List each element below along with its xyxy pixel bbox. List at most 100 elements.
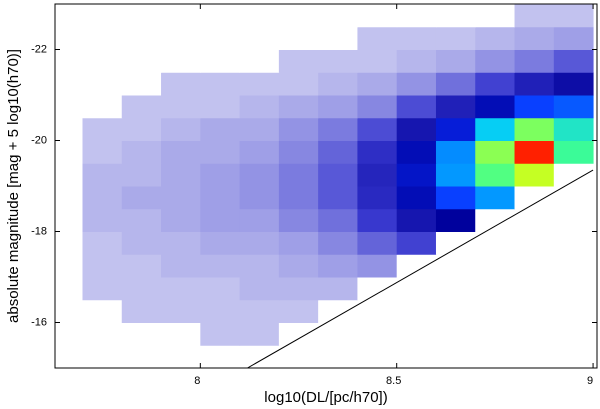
heat-cell [357,140,398,164]
heat-cell [82,72,123,96]
heat-cell [239,277,280,301]
heat-cell [200,140,241,164]
heat-cell [239,299,280,323]
heat-cell [318,322,358,346]
heat-cell [435,95,476,119]
heat-cell [239,49,280,73]
heat-cell [161,254,201,278]
heat-cell [475,254,516,278]
heat-cell [82,140,123,164]
heat-cell [514,49,555,73]
heat-cell [396,322,437,346]
heat-cell [318,254,358,278]
heat-cell [121,254,162,278]
heat-cell [318,140,358,164]
heat-cell [200,254,241,278]
heat-cell [239,4,280,28]
heat-cell [239,254,280,278]
heat-cell [553,186,594,210]
heat-cell [357,277,398,301]
heat-cell [435,140,476,164]
heat-cell [514,117,555,141]
heat-cell [121,277,162,301]
heat-cell [121,4,162,28]
heat-cell [121,163,162,187]
heat-cell [82,186,123,210]
heat-cell [396,4,437,28]
heat-cell [200,49,241,73]
heat-cell [161,72,201,96]
heat-cell [514,299,555,323]
heat-cell [200,208,241,232]
heat-cell [161,345,201,369]
heat-cell [435,49,476,73]
y-axis-label: absolute magnitude [mag + 5 log10(h70)] [5,49,22,323]
heat-cell [239,322,280,346]
heat-cell [396,299,437,323]
heat-cell [278,140,319,164]
heat-cell [553,49,594,73]
heat-cell [318,163,358,187]
heat-cell [396,117,437,141]
heat-cell [514,345,555,369]
heat-cell [396,140,437,164]
x-tick-label: 8.5 [386,375,401,387]
heat-cell [200,95,241,119]
heat-cell [475,345,516,369]
heat-cell [161,208,201,232]
heat-cell [475,49,516,73]
heat-cell [357,72,398,96]
heat-cell [121,208,162,232]
heat-cell [318,345,358,369]
heat-cell [278,49,319,73]
heat-cell [82,208,123,232]
heat-cell [239,140,280,164]
heat-cell [200,72,241,96]
heat-cell [278,117,319,141]
heat-cell [514,208,555,232]
heat-cell [396,277,437,301]
heat-cell [278,95,319,119]
x-tick-label: 8 [194,375,200,387]
heat-cell [357,49,398,73]
heat-cell [121,140,162,164]
heat-cell [475,299,516,323]
heat-cell [82,163,123,187]
heat-cell [200,277,241,301]
heat-cell [200,26,241,50]
heat-cell [475,117,516,141]
heat-cell [278,186,319,210]
heat-cell [435,277,476,301]
heat-cell [514,322,555,346]
heat-cell [278,299,319,323]
heat-cell [435,117,476,141]
heat-cell [161,49,201,73]
heat-cell [357,117,398,141]
heat-cell [239,208,280,232]
heat-cell [161,299,201,323]
heat-cell [396,26,437,50]
y-tick-label: -20 [31,134,47,146]
heat-cell [553,140,594,164]
heat-cell [357,4,398,28]
heat-cell [82,277,123,301]
y-tick-label: -22 [31,43,47,55]
heat-cell [553,72,594,96]
heat-cell [82,117,123,141]
heat-cell [200,322,241,346]
x-axis-label: log10(DL/[pc/h70]) [264,389,387,406]
heat-cell [239,345,280,369]
heat-cell [200,117,241,141]
heat-cell [239,117,280,141]
heat-cell [239,231,280,255]
heat-cell [514,231,555,255]
heat-cell [239,26,280,50]
heat-cell [357,231,398,255]
heat-cell [121,345,162,369]
heat-cell [514,140,555,164]
heat-cell [200,186,241,210]
y-tick-label: -16 [31,316,47,328]
heat-cell [475,277,516,301]
heat-cell [200,163,241,187]
